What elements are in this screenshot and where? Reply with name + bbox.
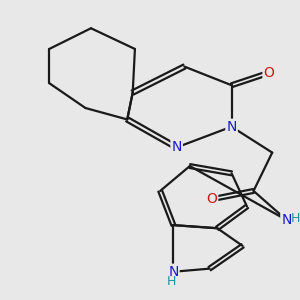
Text: O: O <box>206 192 217 206</box>
Text: H: H <box>291 212 300 225</box>
Text: N: N <box>168 265 178 279</box>
Text: N: N <box>172 140 182 154</box>
Text: N: N <box>281 213 292 227</box>
Text: O: O <box>263 66 274 80</box>
Text: H: H <box>167 275 177 288</box>
Text: N: N <box>226 120 237 134</box>
